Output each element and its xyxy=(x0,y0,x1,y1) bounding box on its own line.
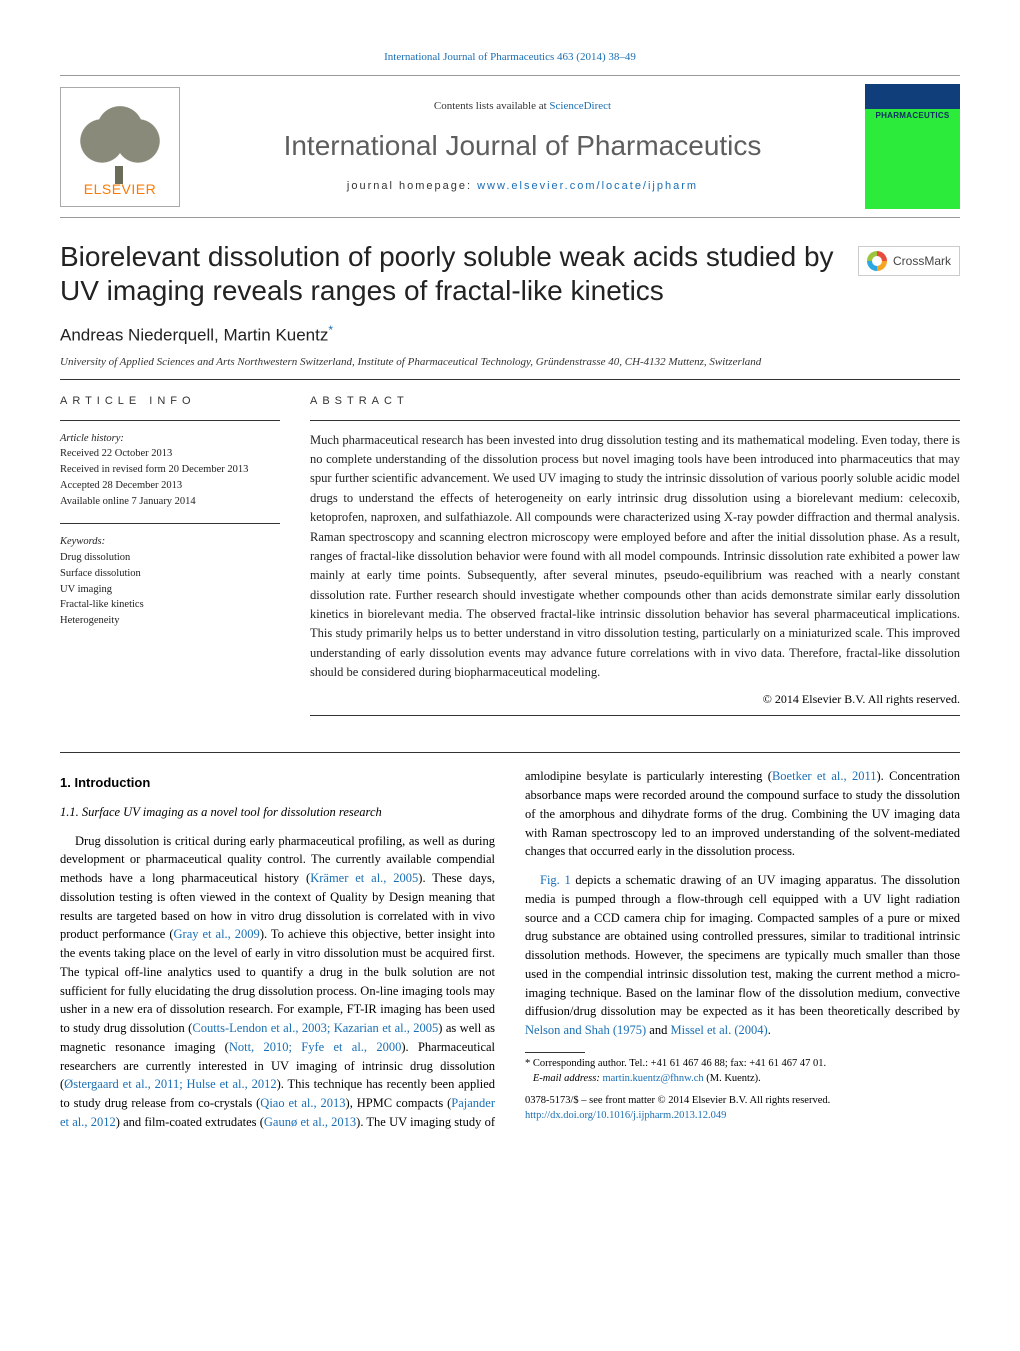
masthead-center: Contents lists available at ScienceDirec… xyxy=(180,99,865,195)
elsevier-tree-icon xyxy=(75,98,165,176)
abstract-text: Much pharmaceutical research has been in… xyxy=(310,431,960,683)
keyword: Surface dissolution xyxy=(60,566,280,582)
article-info-column: article info Article history: Received 2… xyxy=(60,394,280,726)
abstract-column: abstract Much pharmaceutical research ha… xyxy=(310,394,960,726)
affiliation: University of Applied Sciences and Arts … xyxy=(60,355,960,369)
crossmark-label: CrossMark xyxy=(893,253,951,270)
divider xyxy=(310,715,960,716)
keywords-label: Keywords: xyxy=(60,534,280,550)
journal-homepage-line: journal homepage: www.elsevier.com/locat… xyxy=(180,179,865,194)
crossmark-badge[interactable]: CrossMark xyxy=(858,246,960,276)
citation-link[interactable]: Krämer et al., 2005 xyxy=(310,871,418,885)
divider xyxy=(60,420,280,421)
keyword: Heterogeneity xyxy=(60,613,280,629)
abstract-heading: abstract xyxy=(310,394,960,409)
author-line: Andreas Niederquell, Martin Kuentz* xyxy=(60,322,960,347)
figure-link[interactable]: Fig. 1 xyxy=(540,873,571,887)
citation-link[interactable]: Qiao et al., 2013 xyxy=(260,1096,345,1110)
front-matter-line: 0378-5173/$ – see front matter © 2014 El… xyxy=(525,1094,960,1109)
citation-link[interactable]: Coutts-Lendon et al., 2003; Kazarian et … xyxy=(192,1021,438,1035)
citation-link[interactable]: International Journal of Pharmaceutics 4… xyxy=(384,51,636,63)
history-item: Received in revised form 20 December 201… xyxy=(60,462,280,478)
authors: Andreas Niederquell, Martin Kuentz xyxy=(60,325,328,344)
masthead: ELSEVIER Contents lists available at Sci… xyxy=(60,75,960,218)
journal-cover-thumb: PHARMACEUTICS xyxy=(865,84,960,209)
citation-link[interactable]: Nott, 2010; Fyfe xyxy=(229,1040,334,1054)
keyword: UV imaging xyxy=(60,582,280,598)
section-heading: 1. Introduction xyxy=(60,773,495,793)
article-body: 1. Introduction 1.1. Surface UV imaging … xyxy=(60,767,960,1131)
article-history-block: Article history: Received 22 October 201… xyxy=(60,431,280,510)
cover-title: PHARMACEUTICS xyxy=(875,110,949,121)
divider xyxy=(60,379,960,380)
footnote-star: * xyxy=(525,1058,533,1069)
journal-title: International Journal of Pharmaceutics xyxy=(180,126,865,165)
author-email-link[interactable]: martin.kuentz@fhnw.ch xyxy=(602,1073,703,1084)
journal-homepage-link[interactable]: www.elsevier.com/locate/ijpharm xyxy=(477,180,698,192)
citation-link[interactable]: et al., 2000 xyxy=(333,1040,401,1054)
citation-link[interactable]: Gaunø et al., 2013 xyxy=(264,1115,356,1129)
keyword: Fractal-like kinetics xyxy=(60,597,280,613)
publisher-logo: ELSEVIER xyxy=(60,87,180,207)
history-item: Received 22 October 2013 xyxy=(60,446,280,462)
abstract-copyright: © 2014 Elsevier B.V. All rights reserved… xyxy=(310,691,960,708)
divider xyxy=(60,523,280,524)
history-item: Accepted 28 December 2013 xyxy=(60,478,280,494)
contents-prefix: Contents lists available at xyxy=(434,100,549,112)
history-label: Article history: xyxy=(60,431,280,447)
citation-link[interactable]: Missel et al. (2004) xyxy=(670,1023,767,1037)
email-tail: (M. Kuentz). xyxy=(704,1073,761,1084)
contents-available-line: Contents lists available at ScienceDirec… xyxy=(180,99,865,114)
info-abstract-row: article info Article history: Received 2… xyxy=(60,394,960,726)
homepage-prefix: journal homepage: xyxy=(347,180,477,192)
footnote-text: Corresponding author. Tel.: +41 61 467 4… xyxy=(533,1058,826,1069)
corresponding-author-footnote: * Corresponding author. Tel.: +41 61 467… xyxy=(525,1057,960,1086)
doi-link[interactable]: http://dx.doi.org/10.1016/j.ijpharm.2013… xyxy=(525,1110,726,1121)
footnote-separator xyxy=(525,1052,585,1053)
body-paragraph: Fig. 1 depicts a schematic drawing of an… xyxy=(525,871,960,1040)
corresponding-author-mark[interactable]: * xyxy=(328,323,333,337)
divider xyxy=(310,420,960,421)
history-item: Available online 7 January 2014 xyxy=(60,494,280,510)
citation-link[interactable]: Nelson and Shah (1975) xyxy=(525,1023,646,1037)
divider xyxy=(60,752,960,753)
keyword: Drug dissolution xyxy=(60,550,280,566)
citation-link[interactable]: Østergaard et al., 2011; Hulse et al., 2… xyxy=(64,1077,276,1091)
citation-link[interactable]: Gray et al., 2009 xyxy=(174,927,260,941)
article-info-heading: article info xyxy=(60,394,280,409)
doi-block: 0378-5173/$ – see front matter © 2014 El… xyxy=(525,1094,960,1123)
article-title: Biorelevant dissolution of poorly solubl… xyxy=(60,240,960,307)
sciencedirect-link[interactable]: ScienceDirect xyxy=(549,100,611,112)
email-label: E-mail address: xyxy=(533,1073,603,1084)
page-header-citation: International Journal of Pharmaceutics 4… xyxy=(60,50,960,65)
citation-link[interactable]: Boetker et al., 2011 xyxy=(772,769,877,783)
keywords-block: Keywords: Drug dissolution Surface disso… xyxy=(60,534,280,629)
subsection-heading: 1.1. Surface UV imaging as a novel tool … xyxy=(60,803,495,822)
crossmark-icon xyxy=(867,251,887,271)
